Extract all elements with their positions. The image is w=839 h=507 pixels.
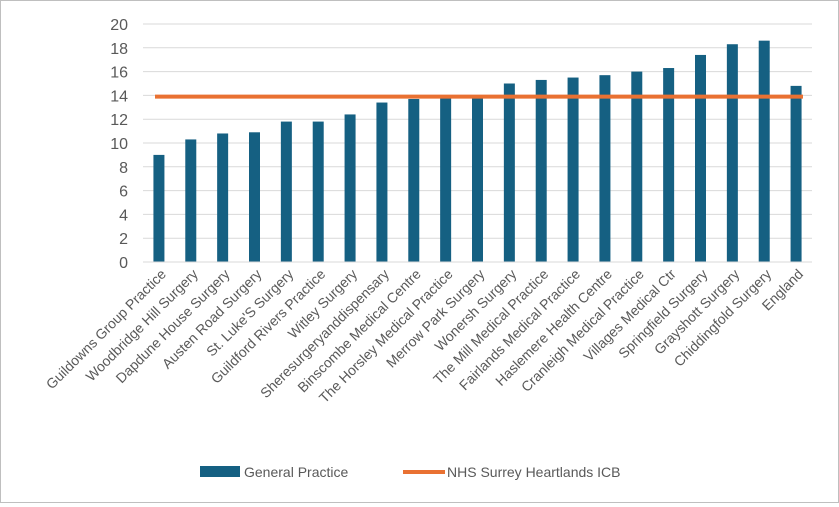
bar [535,79,547,263]
y-tick-label: 20 [110,17,128,34]
bar [472,96,483,262]
y-tick-label: 10 [110,136,128,153]
bar [217,133,229,262]
y-tick-label: 2 [119,231,128,248]
bar [376,102,388,262]
bar [790,85,802,262]
bar [312,121,324,262]
bar [185,139,197,262]
bar [695,54,706,262]
bar [440,97,452,262]
bar [344,114,356,262]
legend-swatch-general-practice [200,466,240,477]
bar [280,121,292,262]
y-tick-label: 14 [110,88,128,105]
x-tick-label: Guildowns Group Practice [43,266,169,392]
y-tick-label: 12 [110,112,128,129]
bar [726,44,738,263]
bar [599,75,611,262]
bar [567,77,579,262]
y-tick-label: 18 [110,41,128,58]
y-tick-label: 6 [119,184,128,201]
y-tick-label: 16 [110,65,128,82]
bar [631,71,643,262]
legend-label-general-practice: General Practice [244,464,348,480]
bar [758,40,770,262]
legend-label-icb: NHS Surrey Heartlands ICB [447,464,621,480]
y-tick-label: 0 [119,255,128,272]
bar [503,83,515,262]
y-tick-label: 4 [119,207,128,224]
bar-series [153,40,802,263]
y-axis-ticks: 0 2 4 6 8 10 12 14 16 18 20 [110,17,128,272]
bar [408,98,420,262]
bar [249,132,260,262]
bar [663,68,675,262]
bar [153,154,165,262]
legend: General Practice NHS Surrey Heartlands I… [200,464,621,480]
y-tick-label: 8 [119,160,128,177]
